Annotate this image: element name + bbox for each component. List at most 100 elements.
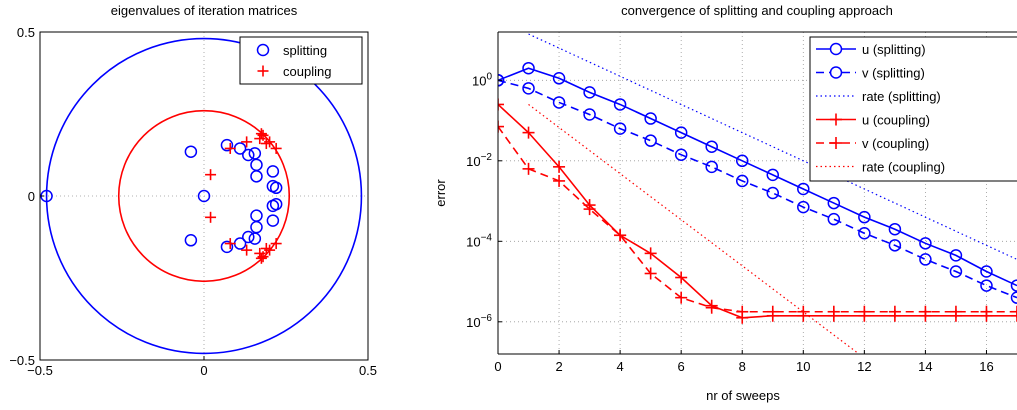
chart2-point-u-splitting xyxy=(766,168,780,182)
chart2-xtick-label: 4 xyxy=(617,359,624,374)
chart1-coupling-circle xyxy=(117,109,291,283)
chart2-point-v-coupling xyxy=(797,305,810,318)
chart1-point-coupling xyxy=(255,128,267,140)
chart1-point-coupling xyxy=(264,244,276,256)
chart1-point-splitting xyxy=(250,209,263,222)
chart2-point-v-splitting xyxy=(735,174,749,188)
chart1-point-splitting xyxy=(250,158,263,172)
chart1-point-splitting xyxy=(250,220,263,234)
chart2-point-v-coupling xyxy=(705,301,718,314)
chart1-point-coupling xyxy=(270,142,282,154)
chart2-point-v-coupling xyxy=(498,120,504,133)
chart2-point-v-coupling xyxy=(949,305,962,318)
chart2-xtick-label: 2 xyxy=(555,359,562,374)
chart2-xtick-label: 16 xyxy=(979,359,993,374)
chart2-point-v-splitting xyxy=(552,96,566,109)
chart2-ylabel: error xyxy=(433,179,448,207)
chart1-xtick-label: 0.5 xyxy=(359,363,377,378)
chart2-point-v-splitting xyxy=(613,122,627,135)
chart1-splitting-circle xyxy=(45,37,363,355)
chart1-point-coupling xyxy=(257,251,269,263)
chart2-legend-label-v-coupling: v (coupling) xyxy=(862,136,929,151)
chart2-legend-marker-u-splitting xyxy=(829,42,843,56)
chart2-point-u-splitting xyxy=(674,126,688,139)
chart2-point-v-splitting xyxy=(1010,291,1017,304)
legend-splitting-marker xyxy=(256,43,270,57)
chart2-legend-label-rate-splitting: rate (splitting) xyxy=(862,89,941,104)
chart2-point-u-splitting xyxy=(705,140,718,153)
chart2-point-v-splitting xyxy=(888,239,902,252)
chart1-point-splitting xyxy=(242,148,255,162)
chart2-xtick-label: 10 xyxy=(796,359,810,374)
chart2-line-v-coupling xyxy=(498,126,1017,313)
chart1-point-splitting xyxy=(220,138,234,152)
chart1-title: eigenvalues of iteration matrices xyxy=(111,3,298,18)
chart2-point-v-splitting xyxy=(644,134,657,147)
chart1-point-coupling xyxy=(224,238,236,250)
chart1-point-splitting xyxy=(242,230,255,244)
chart1-point-splitting xyxy=(184,145,198,158)
chart2-point-u-splitting xyxy=(949,249,963,262)
chart2-point-v-coupling xyxy=(766,305,779,318)
chart2-legend-label-rate-coupling: rate (coupling) xyxy=(862,160,945,175)
chart1-point-splitting xyxy=(220,240,234,254)
chart2-point-v-splitting xyxy=(498,74,505,87)
chart2-point-u-splitting xyxy=(888,222,902,236)
legend-coupling-marker xyxy=(257,65,269,77)
chart2-plot xyxy=(498,33,1017,354)
chart2-xlabel: nr of sweeps xyxy=(706,388,780,403)
chart2-point-v-splitting xyxy=(674,148,688,162)
chart1-point-coupling xyxy=(241,136,253,148)
chart2-point-u-splitting xyxy=(735,154,749,168)
chart1-point-coupling xyxy=(255,252,267,264)
chart2-point-v-coupling xyxy=(736,305,749,318)
chart2-point-v-coupling xyxy=(919,305,932,318)
chart2-xtick-label: 0 xyxy=(494,359,501,374)
chart2-point-v-splitting xyxy=(766,186,780,200)
chart1-point-coupling xyxy=(205,169,217,181)
convergence-chart: convergence of splitting and coupling ap… xyxy=(433,3,1017,403)
chart2-legend: u (splitting) v (splitting) rate (splittin… xyxy=(809,36,1017,182)
chart2-point-v-splitting xyxy=(919,253,932,266)
chart2-legend-marker-v-splitting xyxy=(829,66,843,79)
chart1-xtick-label: 0 xyxy=(200,363,207,378)
chart1-point-splitting xyxy=(248,232,262,245)
chart1-point-coupling xyxy=(264,136,276,148)
chart1-ytick-label: 0 xyxy=(28,189,35,204)
chart1-ticks: −0.5−0.5 0 0 0.5 0.5 xyxy=(9,25,377,378)
chart1-xtick-label: −0.5 xyxy=(27,363,53,378)
chart2-point-v-coupling xyxy=(675,291,688,304)
chart2-point-v-splitting xyxy=(522,82,535,95)
chart2-point-v-splitting xyxy=(797,200,810,214)
chart1-point-splitting xyxy=(266,214,280,227)
chart2-xtick-label: 6 xyxy=(678,359,685,374)
chart2-legend-label-v-splitting: v (splitting) xyxy=(862,66,925,81)
chart1-legend: splitting coupling xyxy=(239,36,363,85)
chart2-point-v-splitting xyxy=(827,212,841,226)
chart2-point-v-coupling xyxy=(614,229,627,242)
chart2-point-v-coupling xyxy=(980,305,993,318)
chart2-xtick-label: 8 xyxy=(739,359,746,374)
chart2-point-v-coupling xyxy=(553,174,566,187)
chart2-point-u-coupling xyxy=(644,247,657,260)
chart1-point-coupling xyxy=(257,129,269,141)
chart1-point-splitting xyxy=(248,147,262,160)
chart2-point-u-splitting xyxy=(644,112,657,125)
chart1-point-coupling xyxy=(241,244,253,256)
chart2-point-v-coupling xyxy=(1011,305,1017,318)
chart2-ytick-label: 100 xyxy=(472,71,492,88)
chart2-point-u-splitting xyxy=(858,210,871,224)
chart2-point-u-splitting xyxy=(980,265,993,278)
chart1-plot xyxy=(40,37,363,355)
chart1-point-coupling xyxy=(205,211,217,223)
chart2-point-u-splitting xyxy=(613,98,627,111)
chart2-point-v-splitting xyxy=(705,160,718,174)
chart2-point-u-splitting xyxy=(797,182,810,196)
chart2-point-v-coupling xyxy=(858,305,871,318)
chart2-point-v-coupling xyxy=(522,162,535,175)
chart2-point-v-splitting xyxy=(858,227,871,240)
chart2-point-u-splitting xyxy=(522,61,535,75)
chart2-ytick-label: 10−2 xyxy=(466,152,492,169)
eigenvalue-chart: eigenvalues of iteration matrices −0.5−0… xyxy=(9,3,377,378)
chart2-point-u-splitting xyxy=(1010,279,1017,292)
